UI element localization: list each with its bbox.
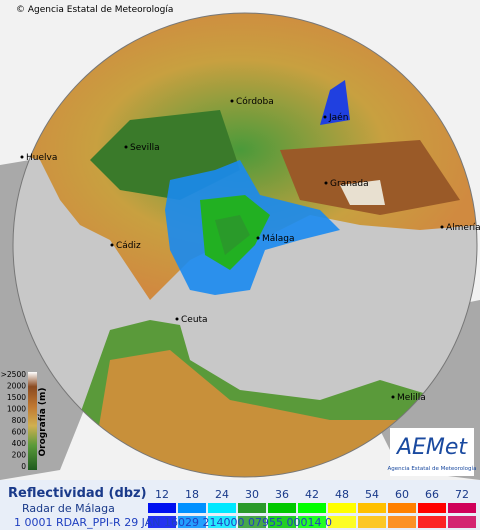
- orography-label: 0: [21, 462, 26, 471]
- echo-area: [215, 215, 250, 255]
- level-label: 60: [395, 488, 409, 501]
- city-marker: [20, 155, 24, 159]
- level-label: 72: [455, 488, 469, 501]
- level-label: 30: [245, 488, 259, 501]
- echo-area: [320, 80, 350, 125]
- level-swatch: [298, 516, 326, 528]
- level-swatch: [148, 516, 176, 528]
- level-label: 18: [185, 488, 199, 501]
- city-label: Sevilla: [130, 143, 160, 153]
- level-label: 48: [335, 488, 349, 501]
- city-label: Almería: [446, 223, 480, 233]
- orography-title: Orografía (m): [38, 387, 48, 456]
- land-spain: [13, 13, 477, 300]
- level-swatch: [388, 503, 416, 513]
- city-label: Melilla: [397, 393, 426, 403]
- level-swatch: [178, 503, 206, 513]
- level-swatch: [448, 516, 476, 528]
- city-label: Jaén: [328, 112, 348, 123]
- orography-label: >2500: [1, 370, 27, 379]
- city-label: Málaga: [262, 234, 295, 244]
- level-swatch: [238, 516, 266, 528]
- city-label: Granada: [330, 179, 369, 189]
- level-swatch: [388, 516, 416, 528]
- level-swatch: [358, 516, 386, 528]
- level-swatch: [208, 503, 236, 513]
- level-label: 12: [155, 488, 169, 501]
- orography-label: 800: [12, 416, 27, 425]
- legend-title: Reflectividad (dbz): [8, 486, 147, 501]
- city-marker: [175, 317, 179, 321]
- city-label: Córdoba: [236, 96, 274, 107]
- level-swatch: [418, 503, 446, 513]
- city-marker: [230, 99, 234, 103]
- orography-label: 200: [12, 451, 27, 460]
- city-label: Huelva: [26, 153, 57, 163]
- level-label: 54: [365, 488, 379, 501]
- credit: © Agencia Estatal de Meteorología: [16, 5, 173, 15]
- legend-subtitle: Radar de Málaga: [22, 502, 115, 515]
- level-swatch: [298, 503, 326, 513]
- city-marker: [323, 115, 327, 119]
- sierra-nevada: [340, 180, 385, 205]
- level-swatch: [358, 503, 386, 513]
- orography-label: 600: [12, 428, 27, 437]
- orography-label: 1500: [7, 393, 26, 402]
- level-swatch: [238, 503, 266, 513]
- city-marker: [391, 395, 395, 399]
- city-label: Ceuta: [181, 315, 208, 325]
- city-marker: [324, 181, 328, 185]
- orography-bar: [28, 372, 37, 470]
- city-marker: [124, 145, 128, 149]
- level-swatch: [418, 516, 446, 528]
- orography-label: 1000: [7, 405, 26, 414]
- level-swatch: [328, 503, 356, 513]
- level-swatch: [448, 503, 476, 513]
- level-swatch: [268, 516, 296, 528]
- status-line: 1 0001 RDAR_PPI-R 29 JAN 16029 214000 07…: [14, 516, 332, 529]
- highland: [280, 140, 460, 215]
- level-swatch: [328, 516, 356, 528]
- orography-label: 2000: [7, 382, 26, 391]
- city-marker: [110, 243, 114, 247]
- level-label: 42: [305, 488, 319, 501]
- logo-subtitle: Agencia Estatal de Meteorología: [388, 465, 477, 472]
- radar-range: [12, 12, 478, 478]
- level-swatch: [148, 503, 176, 513]
- city-label: Cádiz: [116, 241, 141, 251]
- level-swatch: [178, 516, 206, 528]
- orography-label: 400: [12, 439, 27, 448]
- city-marker: [440, 225, 444, 229]
- level-label: 24: [215, 488, 229, 501]
- level-swatch: [208, 516, 236, 528]
- logo-box: [390, 428, 474, 476]
- level-label: 66: [425, 488, 439, 501]
- level-label: 36: [275, 488, 289, 501]
- logo: AEMet: [395, 435, 468, 460]
- level-swatch: [268, 503, 296, 513]
- city-marker: [256, 236, 260, 240]
